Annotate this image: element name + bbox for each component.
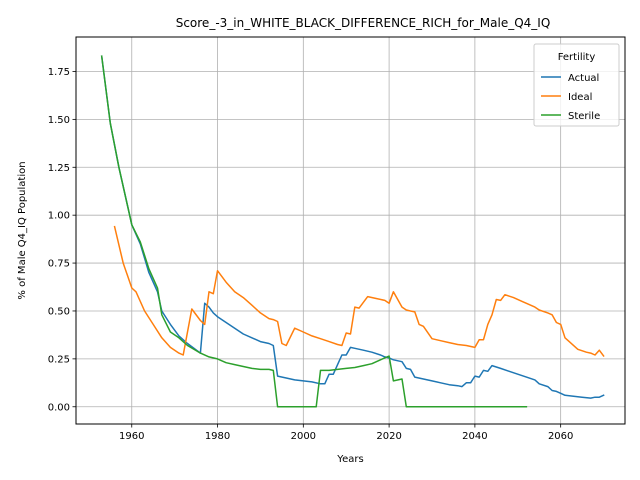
legend-box [533,43,620,127]
y-tick-label: 0.25 [48,354,70,365]
series-line-actual [100,55,605,399]
x-tick-label: 2040 [462,431,487,442]
x-tick-label: 2020 [376,431,401,442]
series-line-sterile [100,55,528,408]
y-tick-label: 0.00 [48,402,70,413]
plot-frame [75,36,626,425]
y-axis-label: % of Male Q4_IQ Population [17,161,28,299]
legend: Fertility Actual Ideal Sterile [533,43,620,127]
x-tick-label: 1960 [119,431,144,442]
y-tick-label: 1.50 [48,115,70,126]
legend-label-actual: Actual [568,73,599,84]
legend-label-ideal: Ideal [568,92,592,103]
y-tick-label: 0.50 [48,306,70,317]
x-tick-label: 2000 [291,431,316,442]
series-line-ideal [113,225,605,358]
y-tick-label: 1.00 [48,211,70,222]
axis-ticks: 1960 1980 2000 2020 2040 2060 0.00 0.25 0.50 0.75… [48,67,574,442]
x-axis-label: Years [336,454,363,465]
legend-label-sterile: Sterile [568,111,600,122]
x-tick-label: 2060 [548,431,573,442]
y-tick-label: 1.75 [48,67,70,78]
chart-title: Score_-3_in_WHITE_BLACK_DIFFERENCE_RICH_… [176,16,551,30]
y-tick-label: 0.75 [48,259,70,270]
x-tick-label: 1980 [205,431,230,442]
y-tick-label: 1.25 [48,163,70,174]
legend-title: Fertility [558,52,596,63]
series-lines [100,55,605,408]
